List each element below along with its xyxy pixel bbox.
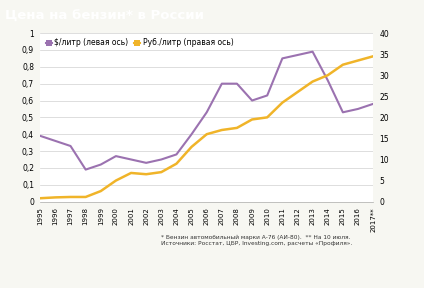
Legend: $/литр (левая ось), Руб./литр (правая ось): $/литр (левая ось), Руб./литр (правая ос… bbox=[44, 37, 235, 49]
Text: Цена на бензин* в России: Цена на бензин* в России bbox=[5, 10, 204, 23]
Text: * Бензин автомобильный марки А-76 (АИ-80).  ** На 10 июля.
Источники: Росстат, Ц: * Бензин автомобильный марки А-76 (АИ-80… bbox=[161, 235, 352, 247]
